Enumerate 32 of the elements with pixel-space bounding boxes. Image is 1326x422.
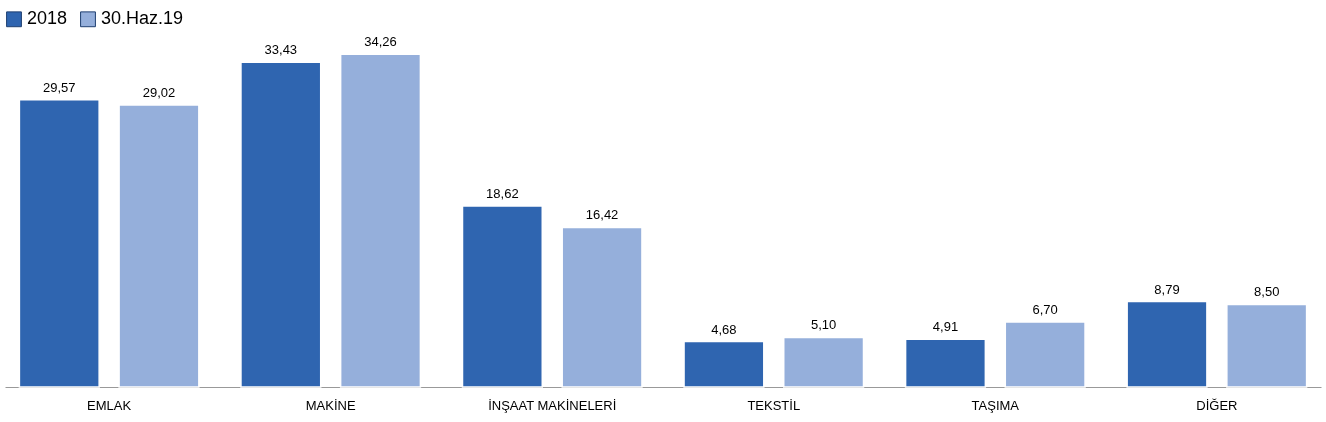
bar [240,61,322,388]
data-label: 29,57 [43,79,76,95]
x-tick-label: İNŞAAT MAKİNELERİ [488,397,617,413]
bar [1226,303,1308,388]
data-label: 34,26 [364,34,397,50]
x-tick-label: TAŞIMA [971,397,1020,413]
data-label: 6,70 [1032,301,1058,317]
data-label: 4,91 [932,319,959,335]
data-label: 29,02 [142,85,176,101]
legend-label: 30.Haz.19 [101,8,184,29]
data-label: 8,50 [1254,284,1280,300]
data-label: 33,43 [264,42,298,58]
data-label: 4,68 [711,321,737,337]
bar [118,104,200,388]
bar [904,338,987,388]
x-tick-label: MAKİNE [305,397,356,413]
bar [782,336,865,388]
data-label: 8,79 [1154,281,1180,297]
legend-label: 2018 [27,8,68,29]
x-tick-label: TEKSTİL [747,397,801,413]
data-label: 16,42 [585,207,619,223]
bar [339,53,422,388]
bar [1126,300,1208,388]
bar [18,99,100,388]
x-tick-label: EMLAK [87,397,132,413]
bar [461,205,544,388]
bar [1004,321,1086,388]
x-tick-label: DİĞER [1196,397,1238,413]
data-label: 5,10 [810,317,837,333]
data-label: 18,62 [486,186,519,202]
bar [561,226,643,388]
bar [683,340,765,388]
